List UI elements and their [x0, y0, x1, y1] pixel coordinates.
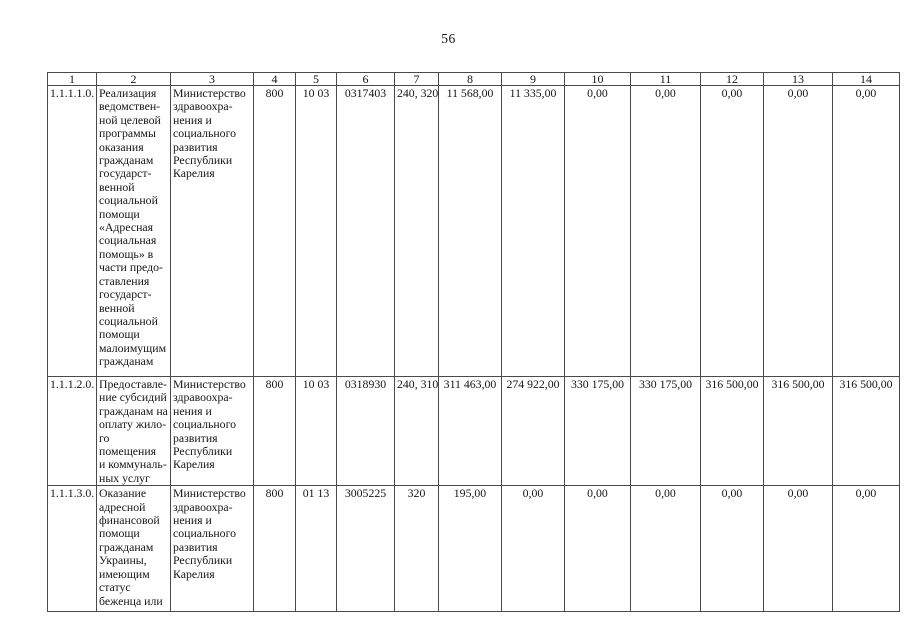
- row-code-cell: 1.1.1.1.0.: [47, 85, 97, 377]
- value-cell: 3005225: [336, 485, 395, 613]
- column-header: 4: [253, 72, 296, 86]
- value-cell: 0,00: [630, 85, 701, 377]
- value-cell: 0,00: [501, 485, 565, 613]
- value-cell: 800: [253, 375, 296, 487]
- column-header: 7: [394, 72, 439, 86]
- value-cell: 320: [394, 485, 439, 613]
- program-title-cell: Предоставле- ние субсидий гражданам на о…: [96, 375, 171, 487]
- value-cell: 330 175,00: [630, 375, 701, 487]
- value-cell: 0,00: [700, 485, 764, 613]
- value-cell: 0,00: [630, 485, 701, 613]
- column-header: 1: [47, 72, 97, 86]
- executor-cell: Министерство здравоохра- нения и социаль…: [170, 85, 254, 377]
- value-cell: 0317403: [336, 85, 395, 377]
- column-header: 3: [170, 72, 254, 86]
- column-header: 6: [336, 72, 395, 86]
- table-row: 1.1.1.3.0. Оказание адресной финансовой …: [47, 485, 900, 613]
- value-cell: 0,00: [832, 485, 900, 613]
- value-cell: 800: [253, 85, 296, 377]
- page-number: 56: [441, 31, 456, 46]
- value-cell: 10 03: [295, 85, 337, 377]
- value-cell: 316 500,00: [832, 375, 900, 487]
- value-cell: 0,00: [763, 85, 833, 377]
- column-header: 14: [832, 72, 900, 86]
- budget-table: 1 2 3 4 5 6 7 8 9 10 11 12 13 14 1.1.1.1…: [47, 72, 900, 613]
- value-cell: 0,00: [832, 85, 900, 377]
- table-row: 1.1.1.1.0. Реализация ведомствен- ной це…: [47, 85, 900, 377]
- value-cell: 800: [253, 485, 296, 613]
- column-header: 10: [564, 72, 631, 86]
- value-cell: 330 175,00: [564, 375, 631, 487]
- row-code-cell: 1.1.1.2.0.: [47, 375, 97, 487]
- value-cell: 240, 310: [394, 375, 439, 487]
- value-cell: 0318930: [336, 375, 395, 487]
- program-title-cell: Оказание адресной финансовой помощи граж…: [96, 485, 171, 613]
- row-code-cell: 1.1.1.3.0.: [47, 485, 97, 613]
- value-cell: 11 568,00: [438, 85, 502, 377]
- value-cell: 311 463,00: [438, 375, 502, 487]
- value-cell: 11 335,00: [501, 85, 565, 377]
- value-cell: 195,00: [438, 485, 502, 613]
- column-header: 11: [630, 72, 701, 86]
- executor-cell: Министерство здравоохра- нения и социаль…: [170, 375, 254, 487]
- table-header-row: 1 2 3 4 5 6 7 8 9 10 11 12 13 14: [47, 72, 900, 86]
- value-cell: 274 922,00: [501, 375, 565, 487]
- value-cell: 0,00: [564, 485, 631, 613]
- column-header: 9: [501, 72, 565, 86]
- value-cell: 316 500,00: [763, 375, 833, 487]
- program-title-cell: Реализация ведомствен- ной целевой прогр…: [96, 85, 171, 377]
- value-cell: 316 500,00: [700, 375, 764, 487]
- column-header: 5: [295, 72, 337, 86]
- column-header: 2: [96, 72, 171, 86]
- value-cell: 01 13: [295, 485, 337, 613]
- value-cell: 240, 320: [394, 85, 439, 377]
- column-header: 12: [700, 72, 764, 86]
- column-header: 8: [438, 72, 502, 86]
- value-cell: 10 03: [295, 375, 337, 487]
- value-cell: 0,00: [763, 485, 833, 613]
- table-row: 1.1.1.2.0. Предоставле- ние субсидий гра…: [47, 375, 900, 487]
- column-header: 13: [763, 72, 833, 86]
- executor-cell: Министерство здравоохра- нения и социаль…: [170, 485, 254, 613]
- value-cell: 0,00: [564, 85, 631, 377]
- value-cell: 0,00: [700, 85, 764, 377]
